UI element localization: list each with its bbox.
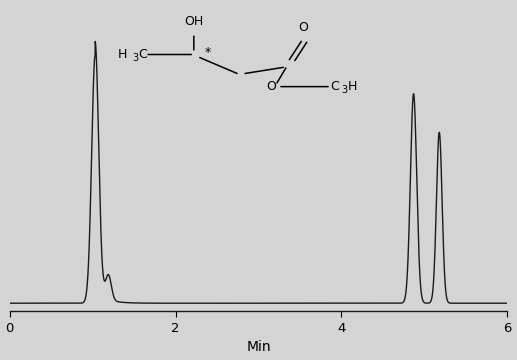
Text: O: O <box>298 21 308 34</box>
Text: *: * <box>205 46 211 59</box>
Text: C: C <box>331 80 339 93</box>
Text: H: H <box>347 80 357 93</box>
Text: OH: OH <box>184 15 204 28</box>
Text: 3: 3 <box>132 53 138 63</box>
X-axis label: Min: Min <box>246 341 271 355</box>
Text: 3: 3 <box>342 85 348 95</box>
Text: H: H <box>117 48 127 61</box>
Text: C: C <box>138 48 147 61</box>
Text: O: O <box>266 80 276 93</box>
